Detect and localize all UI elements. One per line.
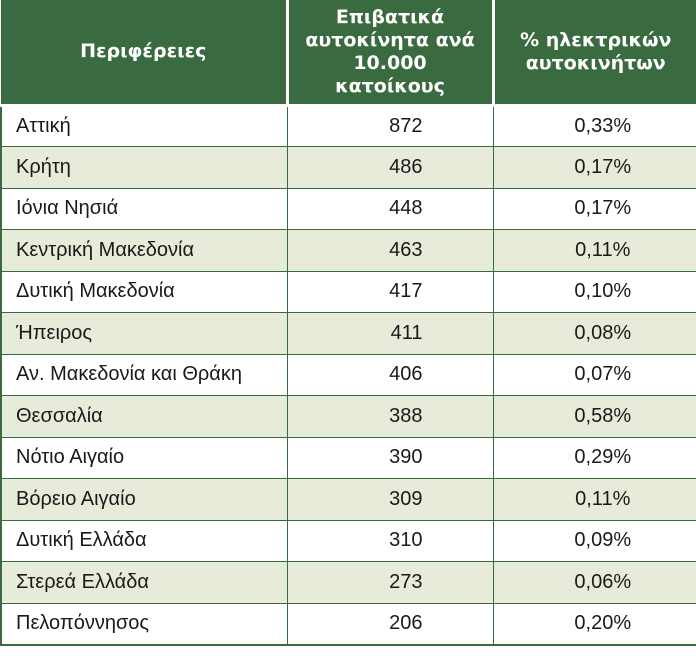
cell-region: Στερεά Ελλάδα <box>0 561 288 604</box>
cell-region: Δυτική Μακεδονία <box>0 270 288 313</box>
header-electric-percent: % ηλεκτρικών αυτοκινήτων <box>491 0 696 107</box>
cell-cars: 273 <box>286 561 494 604</box>
table-row: Δυτική Ελλάδα 310 0,09% <box>0 519 696 562</box>
table-row: Βόρειο Αιγαίο 309 0,11% <box>0 478 696 521</box>
table-row: Θεσσαλία 388 0,58% <box>0 395 696 438</box>
cell-region: Δυτική Ελλάδα <box>0 519 288 562</box>
table-row: Νότιο Αιγαίο 390 0,29% <box>0 436 696 479</box>
cell-electric: 0,58% <box>492 395 696 438</box>
cell-region: Ήπειρος <box>0 312 288 355</box>
cell-electric: 0,07% <box>492 353 696 396</box>
header-region: Περιφέρειες <box>1 0 287 107</box>
cell-electric: 0,09% <box>492 519 696 562</box>
cell-cars: 463 <box>286 229 494 272</box>
cell-cars: 388 <box>286 395 494 438</box>
cell-cars: 390 <box>286 436 494 479</box>
cell-electric: 0,20% <box>492 602 696 646</box>
cell-region: Ιόνια Νησιά <box>0 187 288 230</box>
cell-region: Νότιο Αιγαίο <box>0 436 288 479</box>
cell-electric: 0,11% <box>492 229 696 272</box>
cell-electric: 0,06% <box>492 561 696 604</box>
cell-cars: 309 <box>286 478 494 521</box>
table-row: Αττική 872 0,33% <box>0 104 696 147</box>
table-row: Δυτική Μακεδονία 417 0,10% <box>0 270 696 313</box>
table-row: Αν. Μακεδονία και Θράκη 406 0,07% <box>0 353 696 396</box>
table-row: Ήπειρος 411 0,08% <box>0 312 696 355</box>
table-row: Πελοπόννησος 206 0,20% <box>0 602 696 646</box>
cell-cars: 411 <box>286 312 494 355</box>
cell-region: Αν. Μακεδονία και Θράκη <box>0 353 288 396</box>
cell-cars: 417 <box>286 270 494 313</box>
cell-cars: 872 <box>286 104 494 147</box>
cell-region: Πελοπόννησος <box>0 602 288 646</box>
header-cars-per-10000: Επιβατικά αυτοκίνητα ανά 10.000 κατοίκου… <box>285 0 493 107</box>
cell-electric: 0,33% <box>492 104 696 147</box>
cell-electric: 0,11% <box>492 478 696 521</box>
cell-electric: 0,10% <box>492 270 696 313</box>
cell-cars: 486 <box>286 146 494 189</box>
cell-cars: 310 <box>286 519 494 562</box>
cell-electric: 0,17% <box>492 146 696 189</box>
cell-region: Αττική <box>0 104 288 147</box>
cell-region: Κεντρική Μακεδονία <box>0 229 288 272</box>
cell-cars: 448 <box>286 187 494 230</box>
cell-region: Θεσσαλία <box>0 395 288 438</box>
cell-electric: 0,17% <box>492 187 696 230</box>
cell-cars: 406 <box>286 353 494 396</box>
table-row: Κεντρική Μακεδονία 463 0,11% <box>0 229 696 272</box>
table-row: Κρήτη 486 0,17% <box>0 146 696 189</box>
cell-electric: 0,29% <box>492 436 696 479</box>
cell-region: Κρήτη <box>0 146 288 189</box>
header-row: Περιφέρειες Επιβατικά αυτοκίνητα ανά 10.… <box>1 0 696 107</box>
cell-electric: 0,08% <box>492 312 696 355</box>
table-header: Περιφέρειες Επιβατικά αυτοκίνητα ανά 10.… <box>1 0 696 107</box>
table-row: Στερεά Ελλάδα 273 0,06% <box>0 561 696 604</box>
cell-cars: 206 <box>286 602 494 646</box>
table-body: Αττική 872 0,33% Κρήτη 486 0,17% Ιόνια Ν… <box>0 104 696 646</box>
cell-region: Βόρειο Αιγαίο <box>0 478 288 521</box>
table-row: Ιόνια Νησιά 448 0,17% <box>0 187 696 230</box>
